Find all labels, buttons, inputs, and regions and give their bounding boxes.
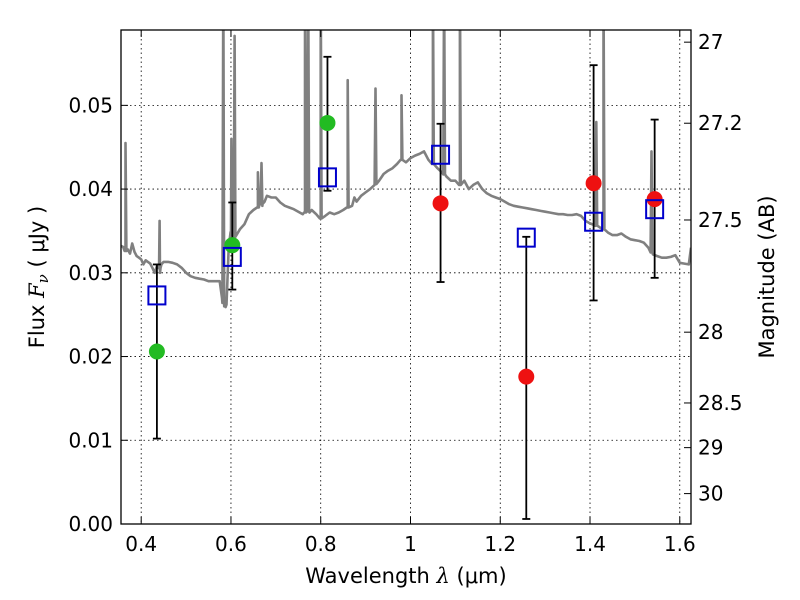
y-tick-label: 0.00 [68, 512, 113, 536]
red-data-point [585, 175, 602, 192]
y-tick-label: 0.04 [68, 177, 113, 201]
x-axis-label: Wavelength λ (μm) [305, 564, 506, 588]
red-data-point [518, 368, 535, 385]
y-tick-label: 0.02 [68, 345, 113, 369]
model-square [516, 227, 536, 248]
spectrum-line [121, 30, 691, 309]
x-tick-label: 1.4 [574, 532, 606, 556]
model-square [222, 246, 242, 267]
model-spectrum [121, 30, 691, 309]
right-tick-label: 27.5 [698, 208, 743, 232]
x-tick-label: 1 [404, 532, 417, 556]
y-tick-label: 0.03 [68, 261, 113, 285]
right-tick-label: 30 [698, 482, 723, 506]
plot-frame [120, 29, 692, 525]
x-tick-label: 0.8 [305, 532, 337, 556]
model-square [317, 167, 337, 188]
y-tick-label: 0.05 [68, 93, 113, 117]
x-tick-label: 1.2 [484, 532, 516, 556]
model-square [584, 211, 604, 232]
photometry-points [147, 55, 665, 520]
red-data-point [646, 191, 663, 208]
right-tick-label: 28 [698, 320, 723, 344]
y-tick-label: 0.01 [68, 428, 113, 452]
green-data-point [224, 237, 241, 254]
model-square [645, 199, 665, 220]
green-data-point [148, 343, 165, 360]
right-tick-label: 27 [698, 30, 723, 54]
model-square [147, 285, 167, 306]
red-data-point [432, 195, 449, 212]
right-tick-label: 29 [698, 436, 723, 460]
axis-ticks: 0.4 0.6 0.8 1 1.2 1.4 1.6 0.00 0.01 0.02 0.03 0.04 0… [68, 30, 743, 556]
x-tick-label: 0.4 [125, 532, 157, 556]
y-axis-label: Flux Fν ( μJy ) [25, 206, 52, 348]
x-tick-label: 0.6 [215, 532, 247, 556]
right-tick-label: 28.5 [698, 391, 743, 415]
green-data-point [319, 114, 336, 131]
model-square [431, 144, 451, 165]
right-axis-label: Magnitude (AB) [755, 195, 779, 358]
x-tick-label: 1.6 [664, 532, 696, 556]
right-tick-label: 27.2 [698, 111, 743, 135]
